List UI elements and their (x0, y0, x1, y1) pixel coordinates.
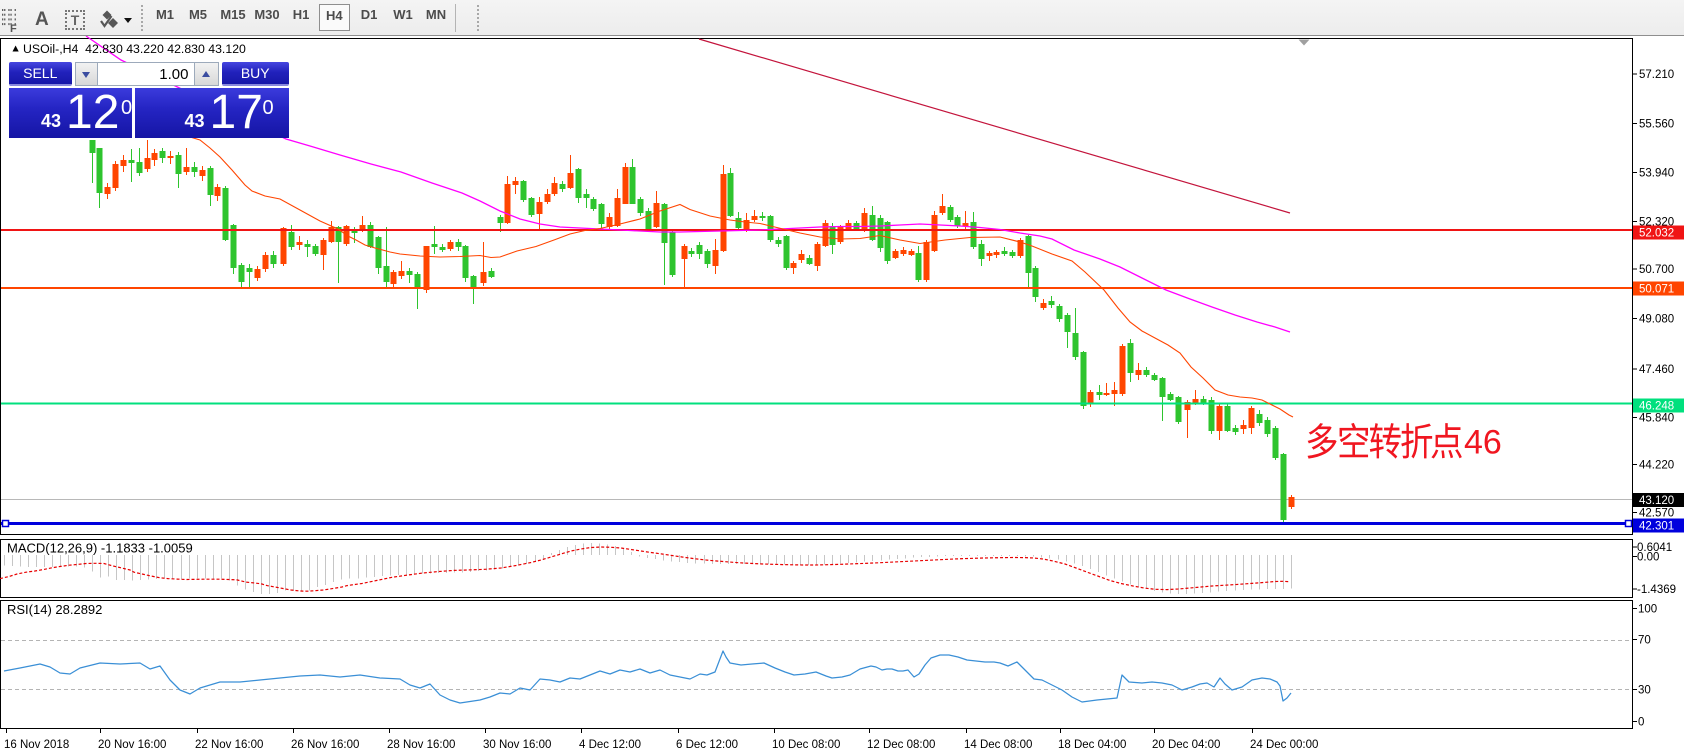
svg-text:12 Dec 08:00: 12 Dec 08:00 (867, 739, 935, 751)
svg-text:28 Nov 16:00: 28 Nov 16:00 (387, 739, 455, 751)
svg-text:-1.4369: -1.4369 (1637, 584, 1676, 596)
svg-text:46: 46 (1464, 424, 1502, 462)
svg-text:10 Dec 08:00: 10 Dec 08:00 (772, 739, 840, 751)
svg-text:RSI(14) 28.2892: RSI(14) 28.2892 (7, 602, 102, 617)
svg-text:18 Dec 04:00: 18 Dec 04:00 (1058, 739, 1126, 751)
svg-text:100: 100 (1638, 604, 1657, 616)
svg-text:F: F (10, 23, 17, 35)
svg-text:43.120: 43.120 (1639, 495, 1674, 507)
svg-text:50.071: 50.071 (1639, 283, 1674, 295)
svg-text:0.6041: 0.6041 (1637, 542, 1672, 554)
svg-text:42.570: 42.570 (1639, 508, 1674, 520)
svg-text:6 Dec 12:00: 6 Dec 12:00 (676, 739, 738, 751)
svg-text:45.840: 45.840 (1639, 412, 1674, 424)
svg-text:20 Nov 16:00: 20 Nov 16:00 (98, 739, 166, 751)
svg-text:70: 70 (1638, 635, 1651, 647)
svg-text:50.700: 50.700 (1639, 264, 1674, 276)
svg-text:0.00: 0.00 (1637, 552, 1659, 564)
svg-text:MACD(12,26,9) -1.1833 -1.0059: MACD(12,26,9) -1.1833 -1.0059 (7, 541, 193, 556)
svg-text:53.940: 53.940 (1639, 168, 1674, 180)
svg-text:44.220: 44.220 (1639, 459, 1674, 471)
svg-text:30: 30 (1638, 685, 1651, 697)
svg-text:46.248: 46.248 (1639, 401, 1674, 413)
svg-text:14 Dec 08:00: 14 Dec 08:00 (964, 739, 1032, 751)
svg-text:42.301: 42.301 (1639, 520, 1674, 532)
svg-text:52.032: 52.032 (1639, 228, 1674, 240)
svg-text:4 Dec 12:00: 4 Dec 12:00 (579, 739, 641, 751)
svg-text:22 Nov 16:00: 22 Nov 16:00 (195, 739, 263, 751)
svg-text:49.080: 49.080 (1639, 313, 1674, 325)
svg-text:24 Dec 00:00: 24 Dec 00:00 (1250, 739, 1318, 751)
svg-text:0: 0 (1638, 716, 1644, 728)
svg-text:26 Nov 16:00: 26 Nov 16:00 (291, 739, 359, 751)
svg-text:16 Nov 2018: 16 Nov 2018 (4, 739, 69, 751)
svg-text:57.210: 57.210 (1639, 69, 1674, 81)
svg-text:47.460: 47.460 (1639, 364, 1674, 376)
svg-text:52.320: 52.320 (1639, 216, 1674, 228)
svg-text:20 Dec 04:00: 20 Dec 04:00 (1152, 739, 1220, 751)
svg-text:30 Nov 16:00: 30 Nov 16:00 (483, 739, 551, 751)
svg-text:USOil-,H4 42.830 43.220 42.83: USOil-,H4 42.830 43.220 42.830 43.120 (23, 42, 246, 56)
svg-text:55.560: 55.560 (1639, 119, 1674, 131)
